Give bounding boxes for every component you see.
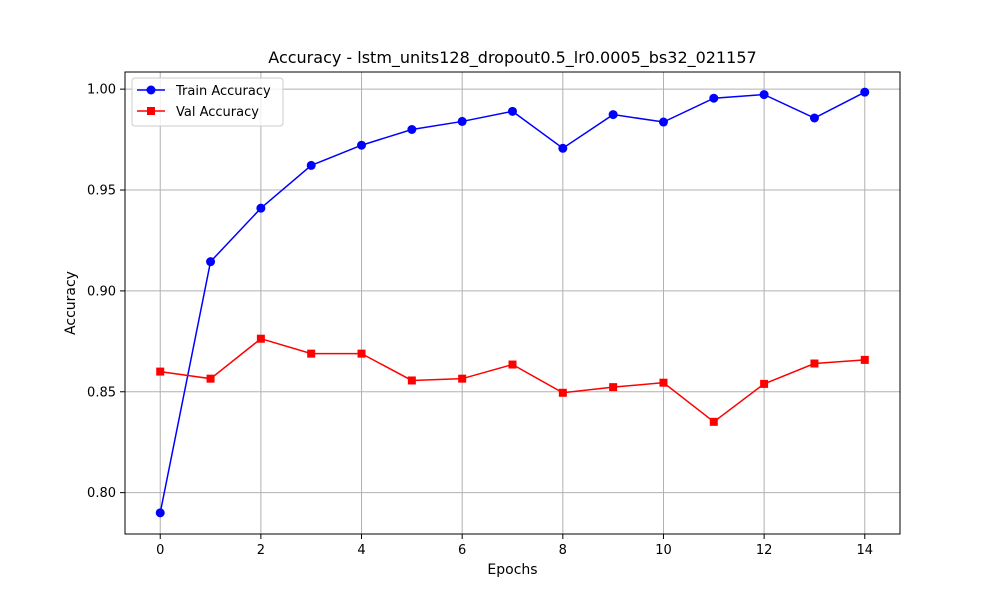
x-tick-label: 6 xyxy=(458,543,466,558)
legend-val-marker xyxy=(147,107,155,115)
data-point xyxy=(155,508,165,518)
data-point xyxy=(810,359,819,368)
x-tick-label: 12 xyxy=(756,543,773,558)
data-point xyxy=(508,360,517,369)
data-point xyxy=(558,388,567,397)
data-point xyxy=(156,367,165,376)
data-point xyxy=(206,257,216,267)
y-tick-label: 0.95 xyxy=(87,184,116,199)
series-val-accuracy xyxy=(156,334,869,426)
data-point xyxy=(407,124,417,134)
legend: Train Accuracy Val Accuracy xyxy=(131,77,284,127)
data-point xyxy=(658,117,668,127)
x-axis-label: Epochs xyxy=(487,562,537,578)
data-point xyxy=(407,376,416,385)
y-tick-label: 0.80 xyxy=(87,486,116,501)
y-axis-label: Accuracy xyxy=(63,271,79,335)
data-point xyxy=(508,106,517,116)
x-tick-label: 14 xyxy=(856,543,873,558)
legend-box xyxy=(131,77,284,127)
legend-train-label: Train Accuracy xyxy=(175,84,271,99)
data-point xyxy=(809,113,819,123)
data-point xyxy=(357,140,367,150)
x-tick-label: 8 xyxy=(559,543,567,558)
data-point xyxy=(558,143,568,153)
data-point xyxy=(307,349,316,358)
data-point xyxy=(458,374,467,383)
data-point xyxy=(759,90,769,100)
series-layer xyxy=(155,87,870,518)
legend-train-marker xyxy=(146,85,156,95)
x-tick-label: 4 xyxy=(357,543,365,558)
x-axis-ticks: 0 2 4 6 8 10 12 14 xyxy=(156,534,873,558)
chart-title: Accuracy - lstm_units128_dropout0.5_lr0.… xyxy=(268,48,756,68)
data-point xyxy=(860,355,869,364)
data-point xyxy=(206,374,215,383)
data-point xyxy=(457,116,467,126)
data-point xyxy=(709,93,719,103)
y-axis-ticks: 0.80 0.85 0.90 0.95 1.00 xyxy=(87,83,125,501)
data-point xyxy=(609,383,618,392)
x-tick-label: 2 xyxy=(257,543,265,558)
data-point xyxy=(760,379,769,388)
data-point xyxy=(860,87,870,97)
data-point xyxy=(256,334,265,343)
data-point xyxy=(306,160,316,170)
legend-val-label: Val Accuracy xyxy=(176,105,259,120)
y-tick-label: 0.85 xyxy=(87,385,116,400)
data-point xyxy=(608,110,618,120)
y-tick-label: 0.90 xyxy=(87,284,116,299)
x-tick-label: 10 xyxy=(655,543,672,558)
y-tick-label: 1.00 xyxy=(87,83,116,98)
plot-area xyxy=(125,72,900,534)
data-point xyxy=(659,378,668,387)
x-tick-label: 0 xyxy=(156,543,164,558)
series-train-accuracy xyxy=(155,87,870,518)
data-point xyxy=(357,349,366,358)
plot-frame xyxy=(124,71,901,535)
data-point xyxy=(256,203,266,213)
data-point xyxy=(709,417,718,426)
